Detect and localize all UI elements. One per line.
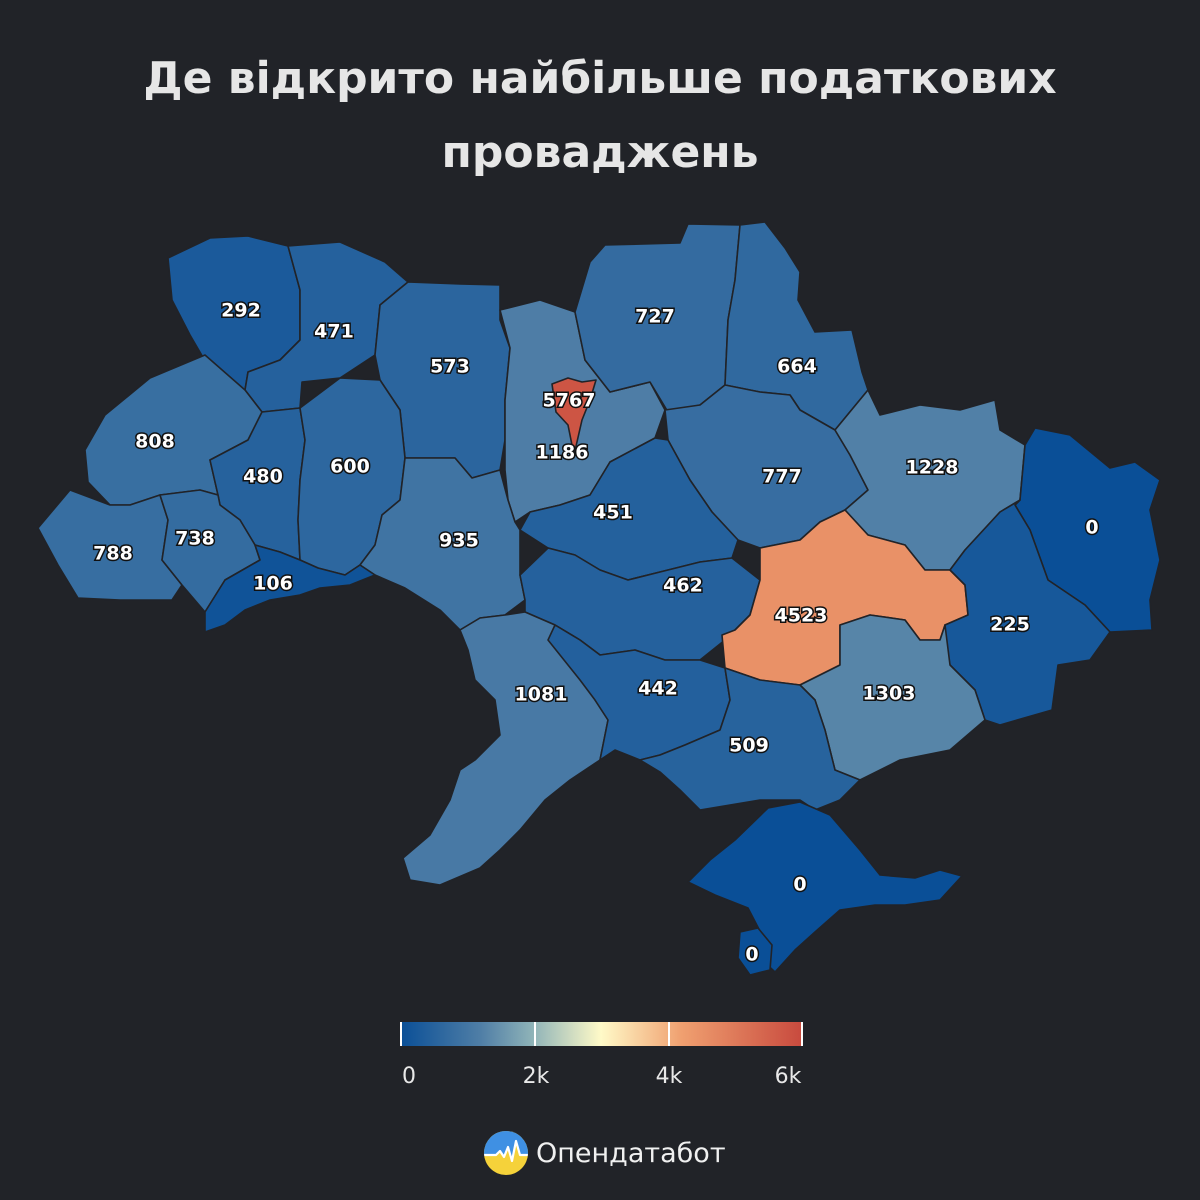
region-value-label-ternopil: 480	[243, 466, 283, 488]
legend-tick-4k-line	[668, 1022, 670, 1046]
region-value-label-sumy: 664	[777, 356, 817, 378]
legend-tick-label: 0	[402, 1064, 416, 1089]
region-value-label-chernihiv: 727	[635, 306, 675, 328]
brand-name: Опендатабот	[536, 1137, 726, 1169]
region-value-label-kyiv-oblast: 1186	[536, 442, 589, 464]
opendatabot-logo-icon	[484, 1131, 528, 1175]
legend-tick-2k-line	[534, 1022, 536, 1046]
region-value-label-zhytomyr: 573	[430, 356, 470, 378]
region-value-label-zaporizhzhia: 1303	[863, 683, 916, 705]
region-value-label-kyiv-city: 5767	[543, 390, 596, 412]
region-value-label-kherson: 509	[729, 735, 769, 757]
map-title: Де відкрито найбільше податкових провадж…	[143, 53, 1057, 178]
region-value-label-mykolaiv: 442	[638, 678, 678, 700]
region-value-label-chernivtsi: 106	[253, 573, 293, 595]
region-value-label-crimea: 0	[793, 874, 806, 896]
region-rivne	[244, 241, 409, 413]
region-value-label-vinnytsia: 935	[439, 530, 479, 552]
region-value-label-kharkiv: 1228	[906, 457, 959, 479]
region-value-label-ivano-frankivsk: 738	[175, 528, 215, 550]
region-value-label-rivne: 471	[314, 321, 354, 343]
region-value-label-volyn: 292	[221, 300, 261, 322]
legend-tick-label: 2k	[522, 1064, 550, 1089]
region-value-label-lviv: 808	[135, 431, 175, 453]
region-chernivtsi	[204, 544, 376, 633]
region-value-label-sevastopol: 0	[745, 944, 758, 966]
legend-tick-0-line	[400, 1022, 402, 1046]
legend-gradient-bar	[400, 1022, 802, 1046]
region-crimea	[687, 801, 963, 973]
region-value-label-kirovohrad: 462	[663, 575, 703, 597]
region-value-label-cherkasy: 451	[593, 502, 633, 524]
region-kherson	[639, 667, 861, 811]
region-value-label-luhansk: 0	[1085, 517, 1098, 539]
region-value-label-khmelnytskyi: 600	[330, 456, 370, 478]
region-kyiv-city	[551, 377, 597, 456]
color-legend: 0 2k 4k 6k	[400, 1022, 804, 1092]
brand: Опендатабот	[484, 1130, 726, 1176]
region-value-label-poltava: 777	[762, 466, 802, 488]
legend-tick-label: 4k	[655, 1064, 683, 1089]
region-value-label-odesa: 1081	[515, 684, 568, 706]
region-sevastopol	[737, 927, 773, 976]
legend-tick-label: 6k	[774, 1064, 802, 1089]
region-value-label-donetsk: 225	[990, 614, 1030, 636]
region-value-label-dnipropetrovsk: 4523	[775, 605, 828, 627]
legend-tick-6k-line	[801, 1022, 803, 1046]
region-value-label-zakarpattia: 788	[93, 543, 133, 565]
